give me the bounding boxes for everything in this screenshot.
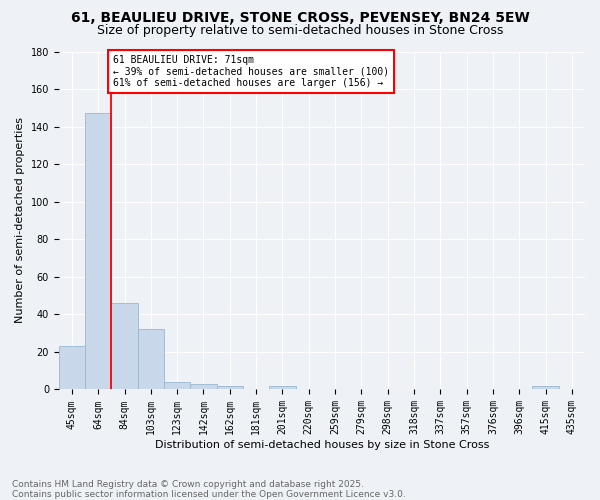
Bar [269, 386, 296, 390]
Bar [85, 114, 112, 390]
Bar [190, 384, 217, 390]
Bar [164, 382, 190, 390]
Bar [532, 386, 559, 390]
Text: 61, BEAULIEU DRIVE, STONE CROSS, PEVENSEY, BN24 5EW: 61, BEAULIEU DRIVE, STONE CROSS, PEVENSE… [71, 11, 529, 25]
Bar [112, 303, 138, 390]
Y-axis label: Number of semi-detached properties: Number of semi-detached properties [15, 118, 25, 324]
X-axis label: Distribution of semi-detached houses by size in Stone Cross: Distribution of semi-detached houses by … [155, 440, 489, 450]
Text: 61 BEAULIEU DRIVE: 71sqm
← 39% of semi-detached houses are smaller (100)
61% of : 61 BEAULIEU DRIVE: 71sqm ← 39% of semi-d… [113, 56, 389, 88]
Bar [217, 386, 243, 390]
Bar [138, 330, 164, 390]
Text: Size of property relative to semi-detached houses in Stone Cross: Size of property relative to semi-detach… [97, 24, 503, 37]
Text: Contains HM Land Registry data © Crown copyright and database right 2025.
Contai: Contains HM Land Registry data © Crown c… [12, 480, 406, 499]
Bar [59, 346, 85, 390]
